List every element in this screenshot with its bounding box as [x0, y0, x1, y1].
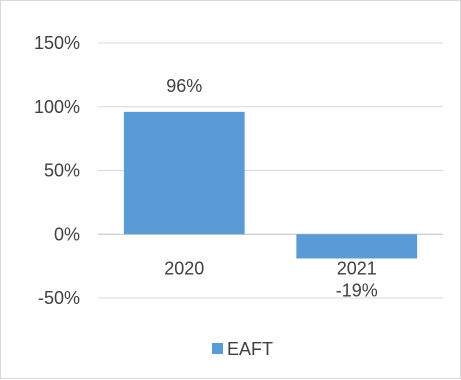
- y-tick-label: 50%: [44, 161, 80, 181]
- legend-label: EAFT: [227, 339, 273, 359]
- y-tick-label: 100%: [34, 97, 80, 117]
- legend: EAFT: [212, 339, 273, 359]
- y-axis-tick-labels: 150% 100% 50% 0% -50%: [34, 33, 80, 308]
- y-tick-label: 150%: [34, 33, 80, 53]
- data-label-2021: -19%: [336, 280, 378, 300]
- category-label-2021: 2021: [337, 258, 377, 278]
- data-label-2020: 96%: [166, 76, 202, 96]
- data-labels: 96% -19%: [166, 76, 378, 301]
- x-axis-category-labels: 2020 2021: [164, 258, 377, 278]
- bars: [123, 111, 418, 259]
- legend-swatch: [212, 343, 223, 354]
- y-tick-label: -50%: [38, 288, 80, 308]
- bar-2021: [296, 234, 418, 259]
- category-label-2020: 2020: [164, 258, 204, 278]
- bar-2020: [123, 111, 245, 235]
- y-tick-label: 0%: [54, 224, 80, 244]
